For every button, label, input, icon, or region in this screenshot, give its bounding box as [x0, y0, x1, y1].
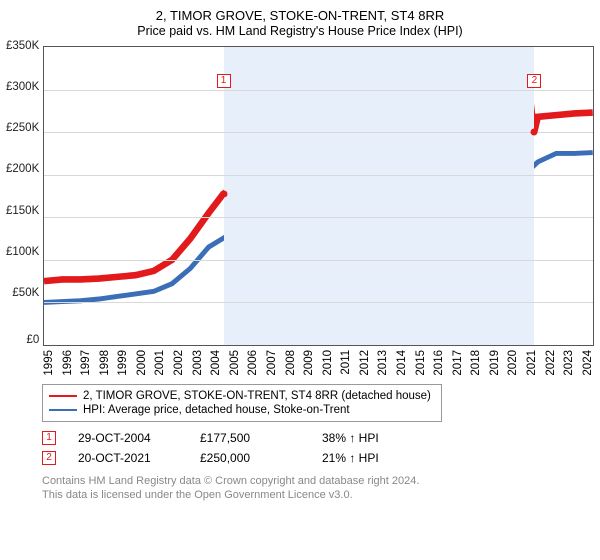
x-tick: 2001: [154, 350, 166, 376]
x-ticks: 1995 1996 1997 1998 1999 2000 2001 2002 2003 2004…: [43, 350, 594, 376]
chart-title: 2, TIMOR GROVE, STOKE-ON-TRENT, ST4 8RR: [6, 8, 594, 23]
transaction-table: 1 29-OCT-2004 £177,500 38% ↑ HPI 2 20-OCT-202…: [42, 428, 594, 468]
x-tick: 1998: [99, 350, 111, 376]
transaction-date: 29-OCT-2004: [78, 431, 178, 445]
legend-label: 2, TIMOR GROVE, STOKE-ON-TRENT, ST4 8RR …: [83, 390, 431, 402]
y-tick: £250K: [6, 122, 39, 134]
x-tick: 2023: [563, 350, 575, 376]
legend-item: 2, TIMOR GROVE, STOKE-ON-TRENT, ST4 8RR …: [49, 389, 431, 403]
x-tick: 2018: [470, 350, 482, 376]
x-tick: 2011: [340, 350, 352, 376]
x-tick: 1996: [62, 350, 74, 376]
x-tick: 2010: [322, 350, 334, 376]
transaction-hpi: 21% ↑ HPI: [322, 451, 422, 465]
x-axis: 1995 1996 1997 1998 1999 2000 2001 2002 2003 2004…: [6, 346, 594, 376]
x-tick: 2000: [136, 350, 148, 376]
x-tick: 2008: [285, 350, 297, 376]
x-tick: 2019: [489, 350, 501, 376]
transaction-marker: 1: [42, 431, 56, 445]
y-tick: £100K: [6, 246, 39, 258]
legend-swatch: [49, 395, 77, 397]
transaction-price: £250,000: [200, 451, 300, 465]
x-tick: 2009: [303, 350, 315, 376]
x-tick: 2016: [433, 350, 445, 376]
x-tick: 2006: [247, 350, 259, 376]
transaction-marker: 2: [42, 451, 56, 465]
chart-container: 2, TIMOR GROVE, STOKE-ON-TRENT, ST4 8RR …: [0, 0, 600, 506]
gridline: [44, 217, 593, 218]
x-tick: 2021: [526, 350, 538, 376]
legend-item: HPI: Average price, detached house, Stok…: [49, 403, 431, 417]
y-tick: £300K: [6, 81, 39, 93]
legend-swatch: [49, 409, 77, 411]
plot-area: 12: [43, 46, 594, 346]
transaction-hpi: 38% ↑ HPI: [322, 431, 422, 445]
footnote-line1: Contains HM Land Registry data © Crown c…: [42, 475, 419, 487]
legend: 2, TIMOR GROVE, STOKE-ON-TRENT, ST4 8RR …: [42, 384, 442, 422]
x-tick: 1999: [117, 350, 129, 376]
y-tick: £0: [26, 334, 39, 346]
shaded-band: [224, 47, 535, 345]
chart-subtitle: Price paid vs. HM Land Registry's House …: [6, 24, 594, 38]
x-tick: 2013: [377, 350, 389, 376]
marker-box: 2: [527, 74, 541, 88]
x-tick: 2024: [582, 350, 594, 376]
x-tick: 2003: [192, 350, 204, 376]
x-tick: 2022: [545, 350, 557, 376]
marker-dot: [531, 129, 538, 136]
x-tick: 2020: [507, 350, 519, 376]
gridline: [44, 302, 593, 303]
y-tick: £350K: [6, 40, 39, 52]
x-tick: 2002: [173, 350, 185, 376]
x-tick: 2012: [359, 350, 371, 376]
gridline: [44, 260, 593, 261]
plot-row: £350K£300K£250K£200K£150K£100K£50K£0 12: [6, 46, 594, 346]
transaction-price: £177,500: [200, 431, 300, 445]
transaction-date: 20-OCT-2021: [78, 451, 178, 465]
legend-label: HPI: Average price, detached house, Stok…: [83, 404, 350, 416]
gridline: [44, 175, 593, 176]
transaction-row: 2 20-OCT-2021 £250,000 21% ↑ HPI: [42, 448, 594, 468]
x-tick: 1995: [43, 350, 55, 376]
marker-dot: [220, 190, 227, 197]
y-tick: £50K: [12, 287, 39, 299]
x-tick: 2004: [210, 350, 222, 376]
y-tick: £150K: [6, 205, 39, 217]
x-tick: 2005: [229, 350, 241, 376]
transaction-row: 1 29-OCT-2004 £177,500 38% ↑ HPI: [42, 428, 594, 448]
x-tick: 2017: [452, 350, 464, 376]
y-tick: £200K: [6, 163, 39, 175]
x-tick: 2015: [415, 350, 427, 376]
marker-box: 1: [217, 74, 231, 88]
gridline: [44, 90, 593, 91]
footnote-line2: This data is licensed under the Open Gov…: [42, 489, 353, 501]
gridline: [44, 132, 593, 133]
x-tick: 1997: [80, 350, 92, 376]
y-axis: £350K£300K£250K£200K£150K£100K£50K£0: [6, 46, 43, 346]
x-tick: 2014: [396, 350, 408, 376]
x-tick: 2007: [266, 350, 278, 376]
footnote: Contains HM Land Registry data © Crown c…: [42, 474, 594, 503]
